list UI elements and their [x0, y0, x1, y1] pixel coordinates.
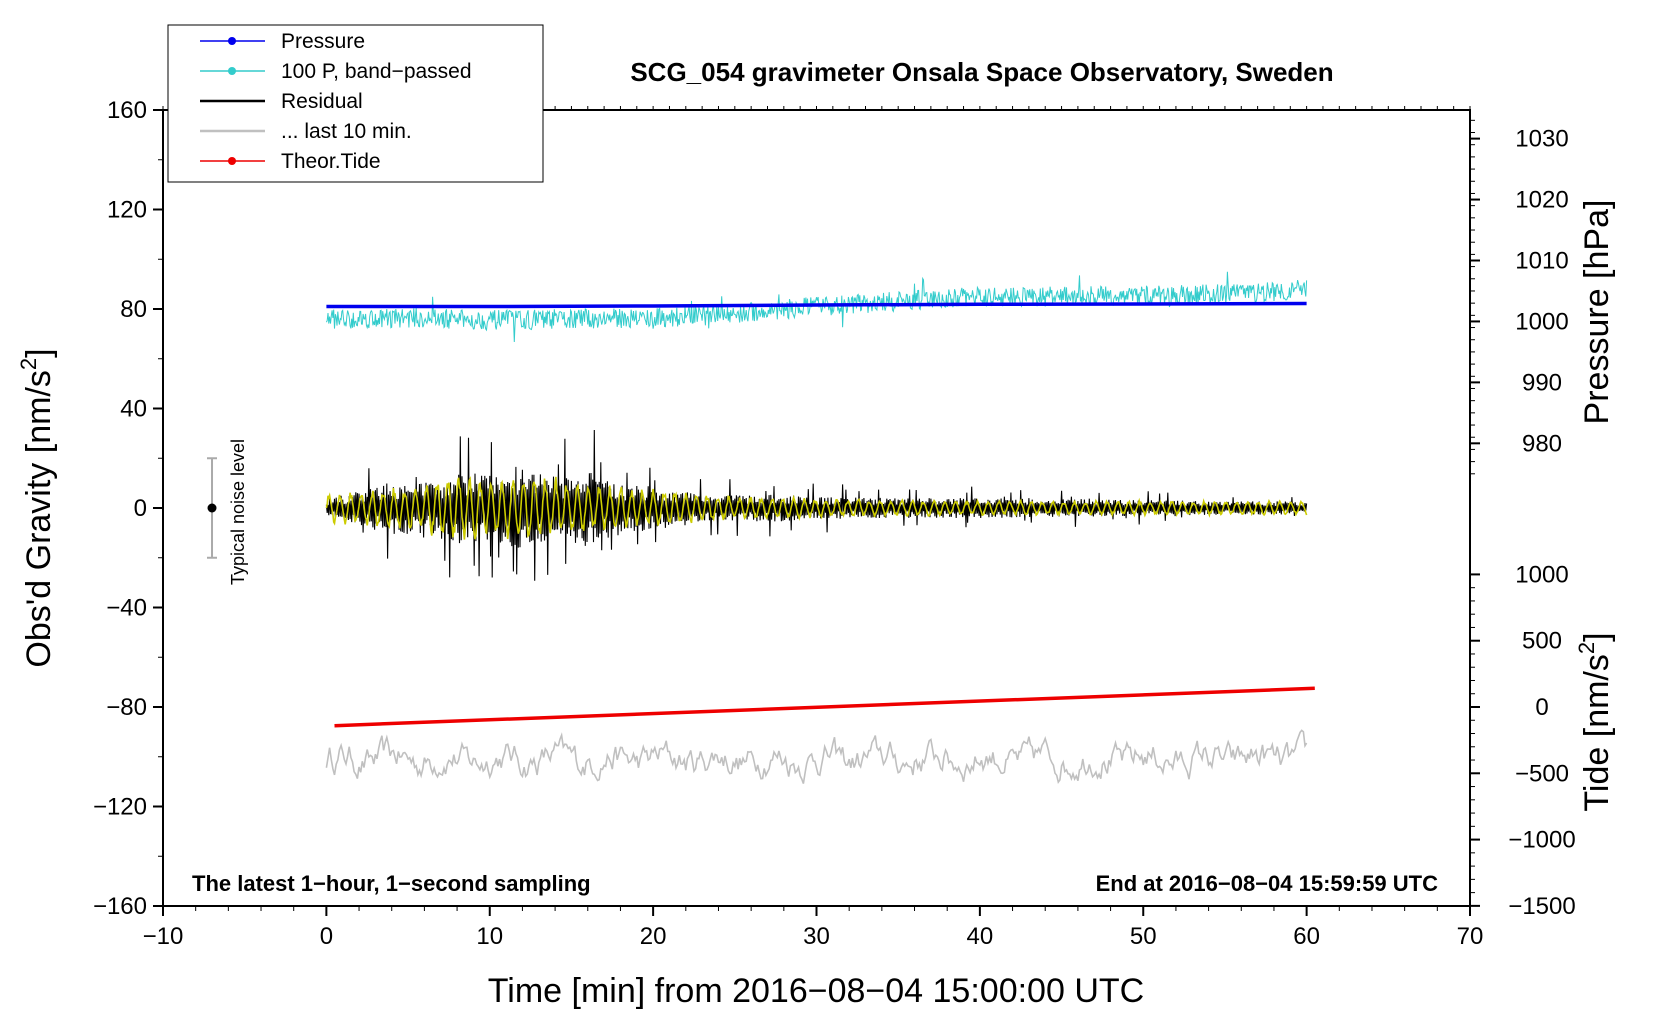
- legend-label: Pressure: [281, 30, 365, 53]
- legend-marker: [228, 67, 236, 75]
- legend: Pressure 100 P, band−passed Residual ... la…: [167, 24, 544, 183]
- x-tick-label: 20: [640, 923, 667, 950]
- pressure-tick-label: 980: [1522, 430, 1562, 457]
- series-pressure: [326, 301, 1307, 309]
- sampling-note: The latest 1−hour, 1−second sampling: [192, 871, 591, 896]
- series-residual-filtered: [325, 475, 1308, 540]
- x-tick-label: −10: [143, 923, 184, 950]
- series-theoretical-tide: [334, 686, 1315, 728]
- tide-tick-label: 1000: [1515, 561, 1568, 588]
- y-axis-title-pressure: Pressure [hPa]: [1578, 200, 1616, 425]
- tide-tick-label: −1500: [1508, 893, 1575, 920]
- y-tick-label: 160: [107, 97, 147, 124]
- legend-marker: [228, 37, 236, 45]
- y-tick-label: 40: [120, 396, 147, 423]
- x-tick-label: 50: [1130, 923, 1157, 950]
- x-axis-title: Time [min] from 2016−08−04 15:00:00 UTC: [488, 972, 1144, 1010]
- legend-label: ... last 10 min.: [281, 120, 412, 143]
- pressure-tick-label: 1030: [1515, 126, 1568, 153]
- pressure-tick-label: 1020: [1515, 187, 1568, 214]
- y-tick-label: 80: [120, 296, 147, 323]
- x-tick-label: 70: [1457, 923, 1484, 950]
- legend-marker: [228, 157, 236, 165]
- legend-label: 100 P, band−passed: [281, 60, 472, 83]
- noise-level-bar: [207, 457, 218, 559]
- noise-level-label: Typical noise level: [228, 439, 248, 585]
- legend-box: [167, 24, 544, 183]
- y-tick-label: −40: [106, 595, 147, 622]
- axis-ticks: −10 0 10 20 30 40 50 60 70−160−120−80−4004080120…: [93, 97, 1576, 950]
- series-layer: [325, 271, 1315, 784]
- pressure-tick-label: 990: [1522, 369, 1562, 396]
- series-last-10-min: [325, 729, 1308, 784]
- legend-label: Residual: [281, 90, 363, 113]
- y-tick-label: −80: [106, 694, 147, 721]
- pressure-tick-label: 1000: [1515, 308, 1568, 335]
- pressure-tick-label: 1010: [1515, 247, 1568, 274]
- y-tick-label: −160: [93, 893, 147, 920]
- x-tick-label: 40: [967, 923, 994, 950]
- y-axis-title-left: Obs'd Gravity [nm/s2]: [16, 348, 58, 667]
- series-band-passed-pressure: [325, 271, 1308, 343]
- tide-tick-label: −500: [1515, 760, 1569, 787]
- tide-tick-label: 500: [1522, 628, 1562, 655]
- y-tick-label: 120: [107, 197, 147, 224]
- x-tick-label: 60: [1293, 923, 1320, 950]
- tide-tick-label: −1000: [1508, 827, 1575, 854]
- x-tick-label: 10: [476, 923, 503, 950]
- y-tick-label: 0: [134, 495, 147, 522]
- legend-label: Theor.Tide: [281, 150, 381, 173]
- y-tick-label: −120: [93, 794, 147, 821]
- tide-tick-label: 0: [1535, 694, 1548, 721]
- x-tick-label: 30: [803, 923, 830, 950]
- noise-bar-center-dot: [207, 503, 217, 513]
- end-time-note: End at 2016−08−04 15:59:59 UTC: [1096, 871, 1439, 896]
- y-axis-title-tide: Tide [nm/s2]: [1574, 632, 1616, 811]
- x-tick-label: 0: [320, 923, 333, 950]
- chart-title: SCG_054 gravimeter Onsala Space Observat…: [630, 57, 1333, 87]
